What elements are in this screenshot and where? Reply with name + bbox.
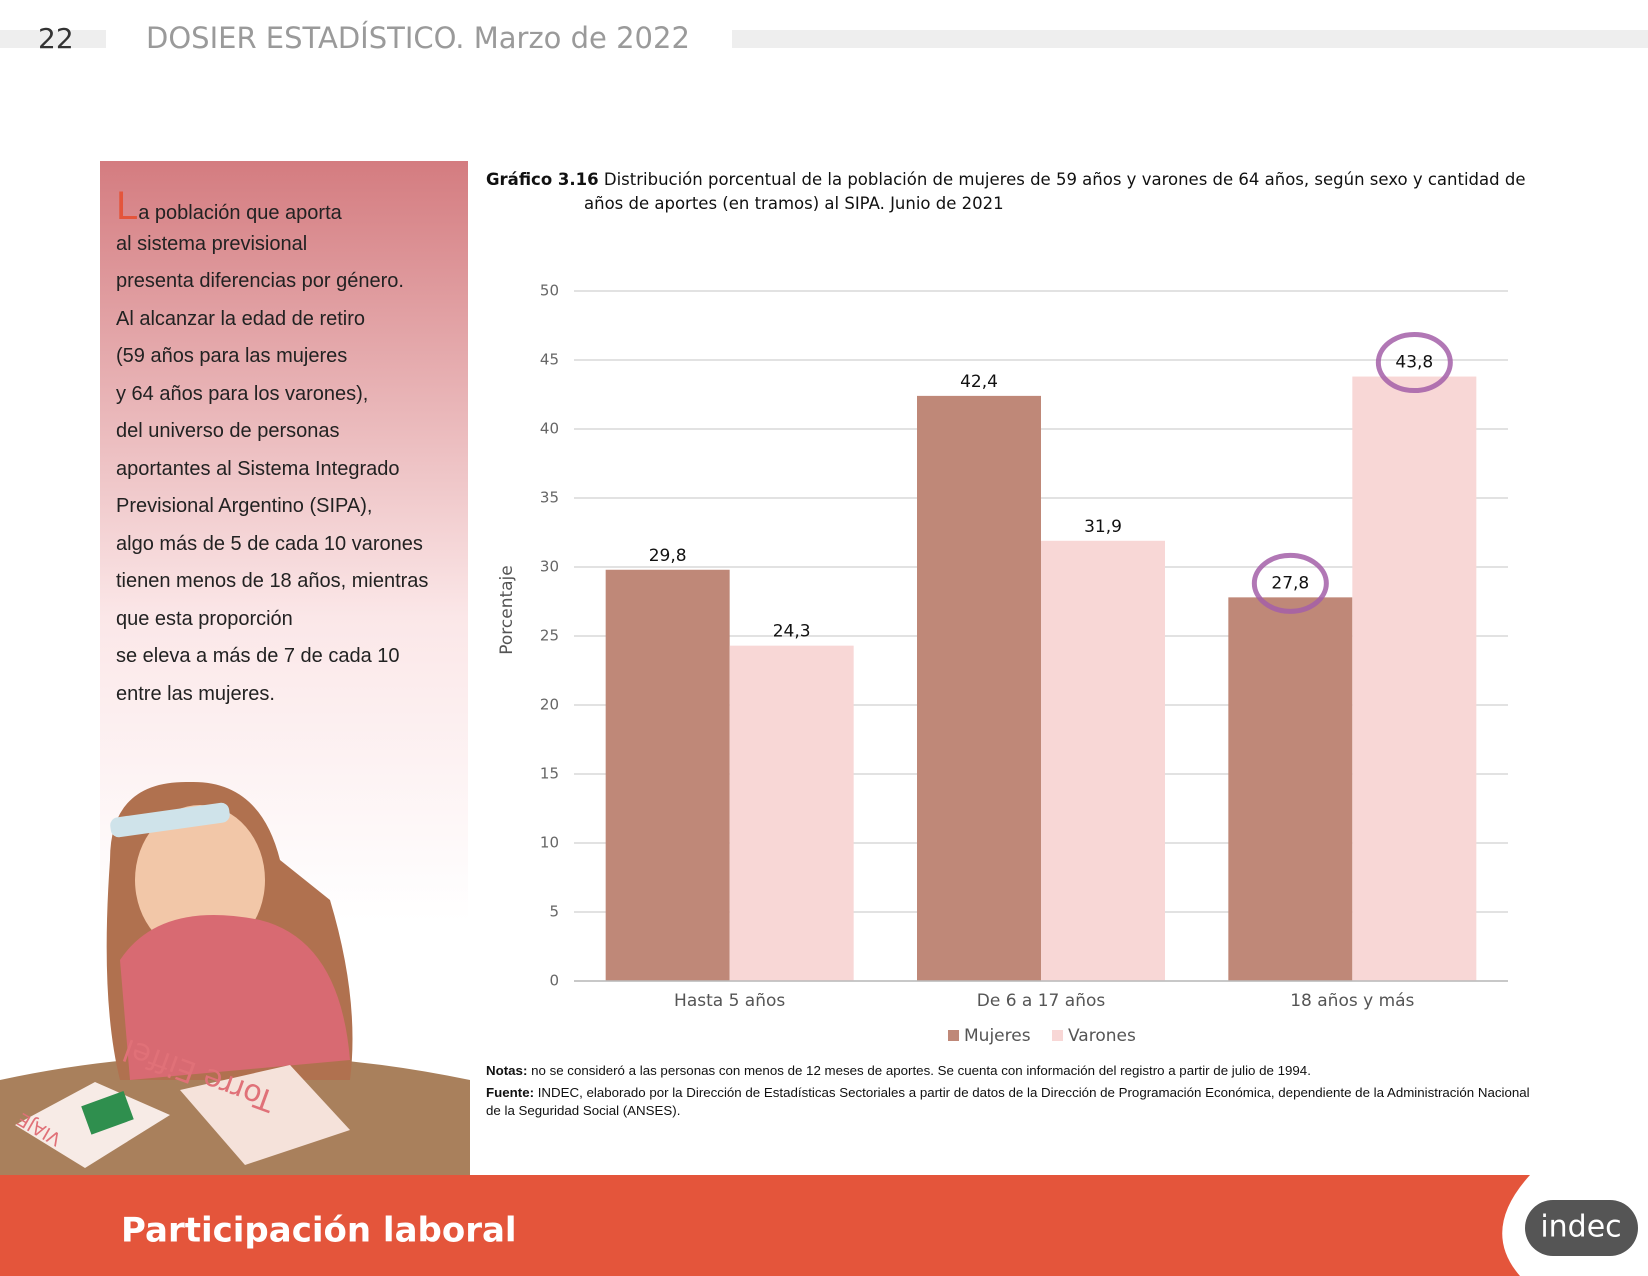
bar: [917, 395, 1041, 981]
chart-title-label: Gráfico 3.16: [486, 170, 599, 189]
header-bar: [0, 30, 106, 48]
value-label: 31,9: [1084, 517, 1122, 537]
sidebar-line: Previsional Argentino (SIPA),: [116, 495, 373, 517]
bar: [1228, 597, 1353, 981]
chart: 0 5 10 15 20 25 30 35 40 45 50 Porcentaje Hasta 5 añ…: [497, 282, 1508, 1046]
chart-title: Gráfico 3.16 Distribución porcentual de …: [486, 170, 1546, 213]
logo-text: indec: [1540, 1210, 1621, 1245]
value-label: 43,8: [1395, 353, 1433, 373]
note-label: Notas:: [486, 1063, 528, 1078]
x-tick-label: 18 años y más: [1290, 991, 1414, 1011]
chart-title-line: años de aportes (en tramos) al SIPA. Jun…: [584, 194, 1004, 213]
sidebar-line: La población que aporta: [116, 184, 342, 228]
value-label: 24,3: [773, 622, 811, 642]
section-title: Participación laboral: [121, 1211, 517, 1251]
y-tick-label: 10: [540, 834, 559, 852]
notes: Notas: no se consideró a las personas co…: [486, 1062, 1536, 1124]
y-tick-label: 20: [540, 696, 559, 714]
y-tick-label: 40: [540, 420, 559, 438]
legend-swatch: [1052, 1030, 1063, 1041]
highlight-ring: [1375, 332, 1453, 394]
note-text: no se consideró a las personas con menos…: [531, 1063, 1311, 1078]
bar: [1041, 540, 1165, 981]
x-tick-label: Hasta 5 años: [674, 991, 785, 1011]
source: Fuente: INDEC, elaborado por la Direcció…: [486, 1084, 1536, 1120]
footer-bar: [0, 1175, 1648, 1276]
header-bar: [732, 30, 1648, 48]
x-tick-label: De 6 a 17 años: [977, 991, 1106, 1011]
sidebar-line: al sistema previsional: [116, 232, 308, 255]
y-tick-label: 5: [549, 903, 559, 921]
sidebar-text: La población que aporta al sistema previs…: [116, 184, 466, 713]
sidebar-line: y 64 años para los varones),: [116, 382, 369, 405]
legend-label: Mujeres: [964, 1026, 1031, 1046]
chart-title-text: Distribución porcentual de la población …: [603, 170, 1526, 189]
sidebar-line: algo más de 5 de cada 10 varones: [116, 532, 423, 555]
y-tick-label: 45: [540, 351, 559, 369]
y-tick-label: 50: [540, 282, 559, 300]
y-tick-label: 30: [540, 558, 559, 576]
header-title: DOSIER ESTADÍSTICO. Marzo de 2022: [146, 21, 690, 55]
value-label: 27,8: [1271, 573, 1309, 593]
sidebar-line: tienen menos de 18 años, mientras: [116, 570, 429, 592]
y-tick-label: 0: [549, 972, 559, 990]
sidebar-line: se eleva a más de 7 de cada 10: [116, 645, 400, 667]
sidebar-line: que esta proporción: [116, 607, 293, 630]
highlight-ring: [1251, 552, 1329, 614]
bar: [605, 569, 730, 981]
sidebar-line: presenta diferencias por género.: [116, 270, 404, 292]
bar: [1352, 376, 1477, 981]
illustration: Torre Eiffel VIAJE: [0, 781, 470, 1175]
bar: [729, 645, 854, 981]
page-number: 22: [38, 22, 74, 55]
y-tick-label: 15: [540, 765, 559, 783]
value-label: 42,4: [960, 372, 998, 392]
y-tick-label: 35: [540, 489, 559, 507]
logo: [1525, 1200, 1638, 1256]
value-label: 29,8: [649, 546, 687, 566]
sidebar-line: (59 años para las mujeres: [116, 345, 348, 367]
note: Notas: no se consideró a las personas co…: [486, 1062, 1536, 1080]
source-label: Fuente:: [486, 1085, 535, 1100]
y-tick-label: 25: [540, 627, 559, 645]
sidebar-line: Al alcanzar la edad de retiro: [116, 307, 366, 330]
legend-swatch: [948, 1030, 959, 1041]
y-axis-label: Porcentaje: [497, 565, 517, 655]
sidebar-line: entre las mujeres.: [116, 682, 275, 705]
source-text: INDEC, elaborado por la Dirección de Est…: [486, 1085, 1530, 1118]
sidebar-line: del universo de personas: [116, 420, 340, 442]
sidebar-line: aportantes al Sistema Integrado: [116, 457, 400, 480]
legend-label: Varones: [1068, 1026, 1136, 1046]
